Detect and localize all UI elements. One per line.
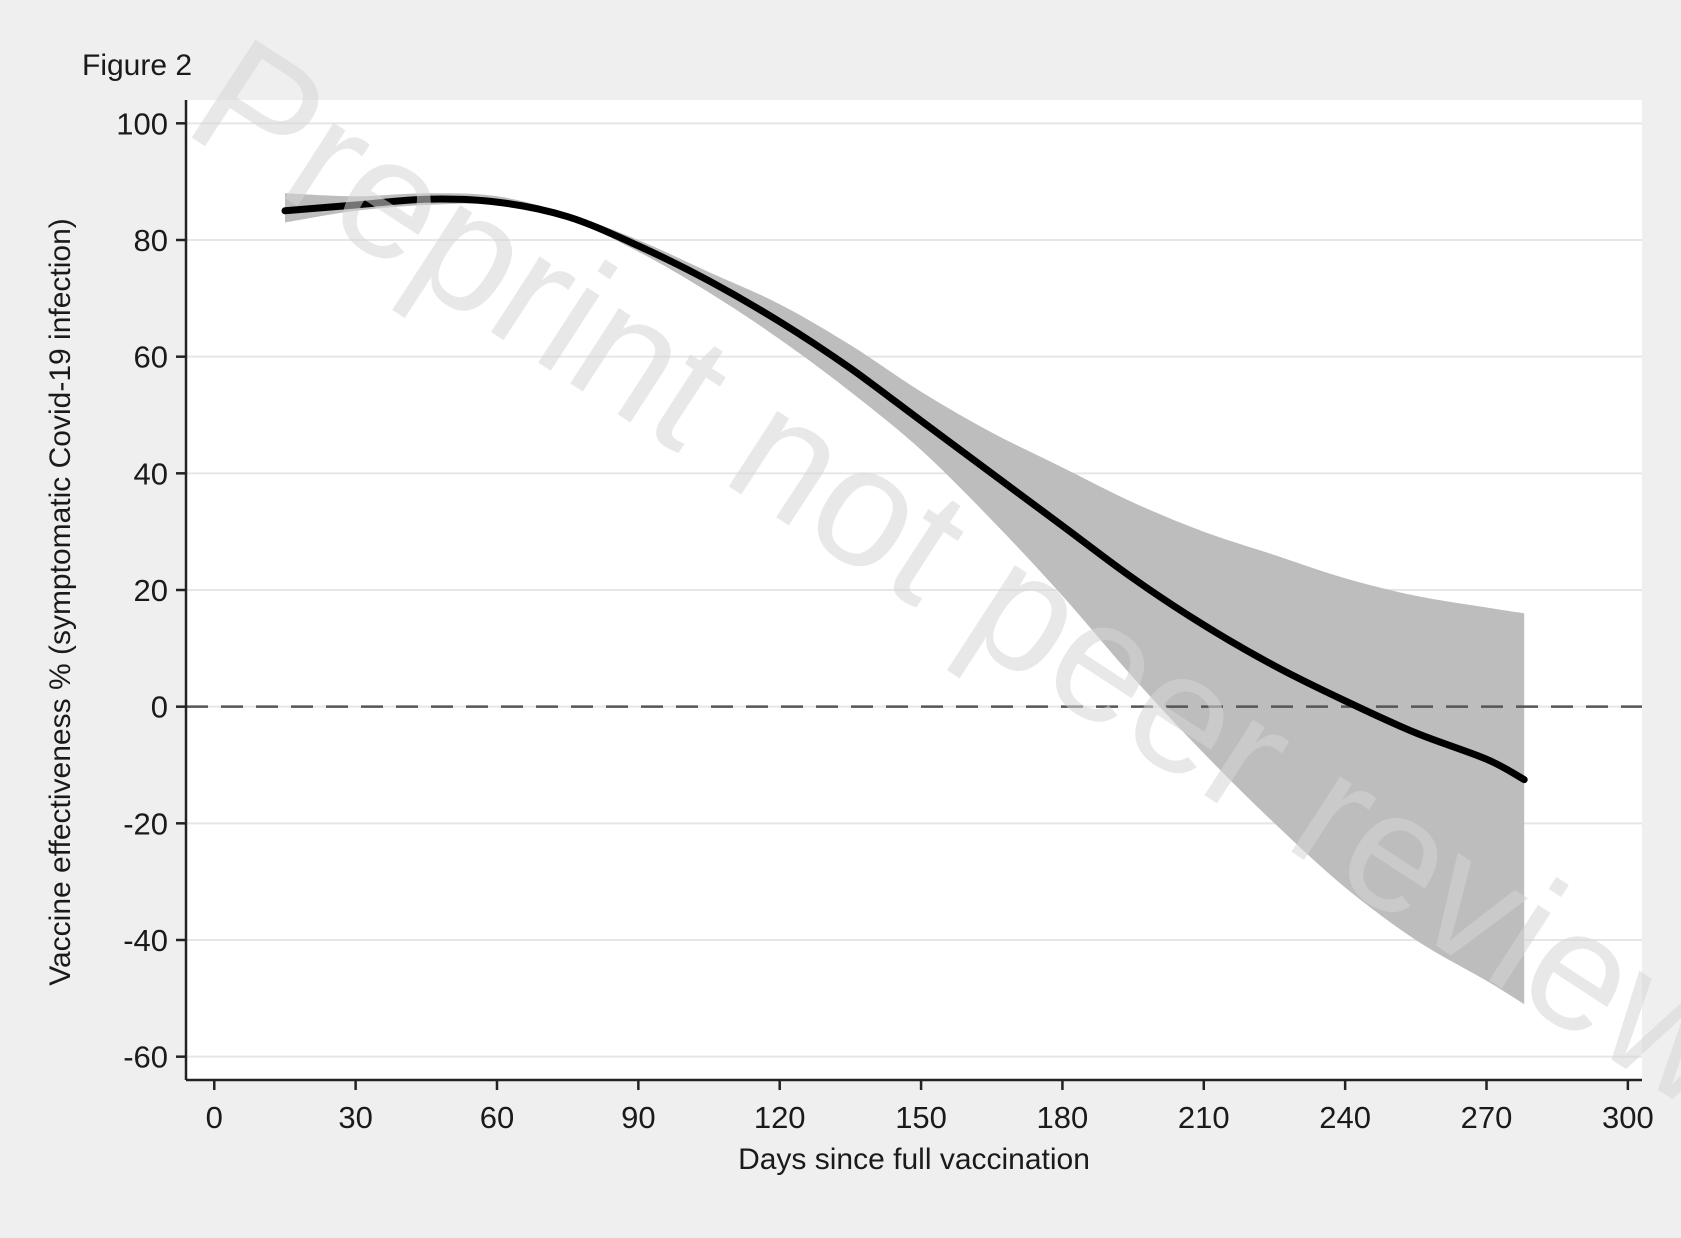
y-tick-label: 20 bbox=[134, 573, 168, 608]
effectiveness-line bbox=[281, 195, 1528, 784]
x-axis-ticks: 0 30 60 90 120 150 180 210 240 270 300 bbox=[206, 1080, 1654, 1135]
y-tick-label: 60 bbox=[134, 340, 168, 375]
x-tick-label: 30 bbox=[338, 1100, 372, 1135]
x-axis-title: Days since full vaccination bbox=[738, 1143, 1090, 1176]
y-axis-title: Vaccine effectiveness % (symptomatic Cov… bbox=[44, 218, 77, 986]
y-tick-label: -40 bbox=[123, 923, 168, 958]
x-tick-label: 180 bbox=[1037, 1100, 1089, 1135]
x-tick-label: 150 bbox=[895, 1100, 947, 1135]
x-tick-label: 210 bbox=[1178, 1100, 1230, 1135]
y-axis-ticks: -60 -40 -20 0 20 40 60 80 100 bbox=[116, 106, 186, 1075]
x-tick-label: 270 bbox=[1461, 1100, 1513, 1135]
y-tick-label: -20 bbox=[123, 806, 168, 841]
y-tick-label: -60 bbox=[123, 1040, 168, 1075]
x-tick-label: 240 bbox=[1319, 1100, 1371, 1135]
y-tick-label: 80 bbox=[134, 223, 168, 258]
x-tick-label: 60 bbox=[480, 1100, 514, 1135]
x-tick-label: 0 bbox=[206, 1100, 223, 1135]
y-tick-label: 40 bbox=[134, 456, 168, 491]
figure-label: Figure 2 bbox=[82, 49, 192, 82]
y-tick-label: 100 bbox=[116, 106, 168, 141]
confidence-band bbox=[285, 193, 1525, 1005]
x-tick-label: 120 bbox=[754, 1100, 806, 1135]
x-tick-label: 300 bbox=[1602, 1100, 1654, 1135]
y-tick-label: 0 bbox=[151, 690, 168, 725]
x-tick-label: 90 bbox=[621, 1100, 655, 1135]
